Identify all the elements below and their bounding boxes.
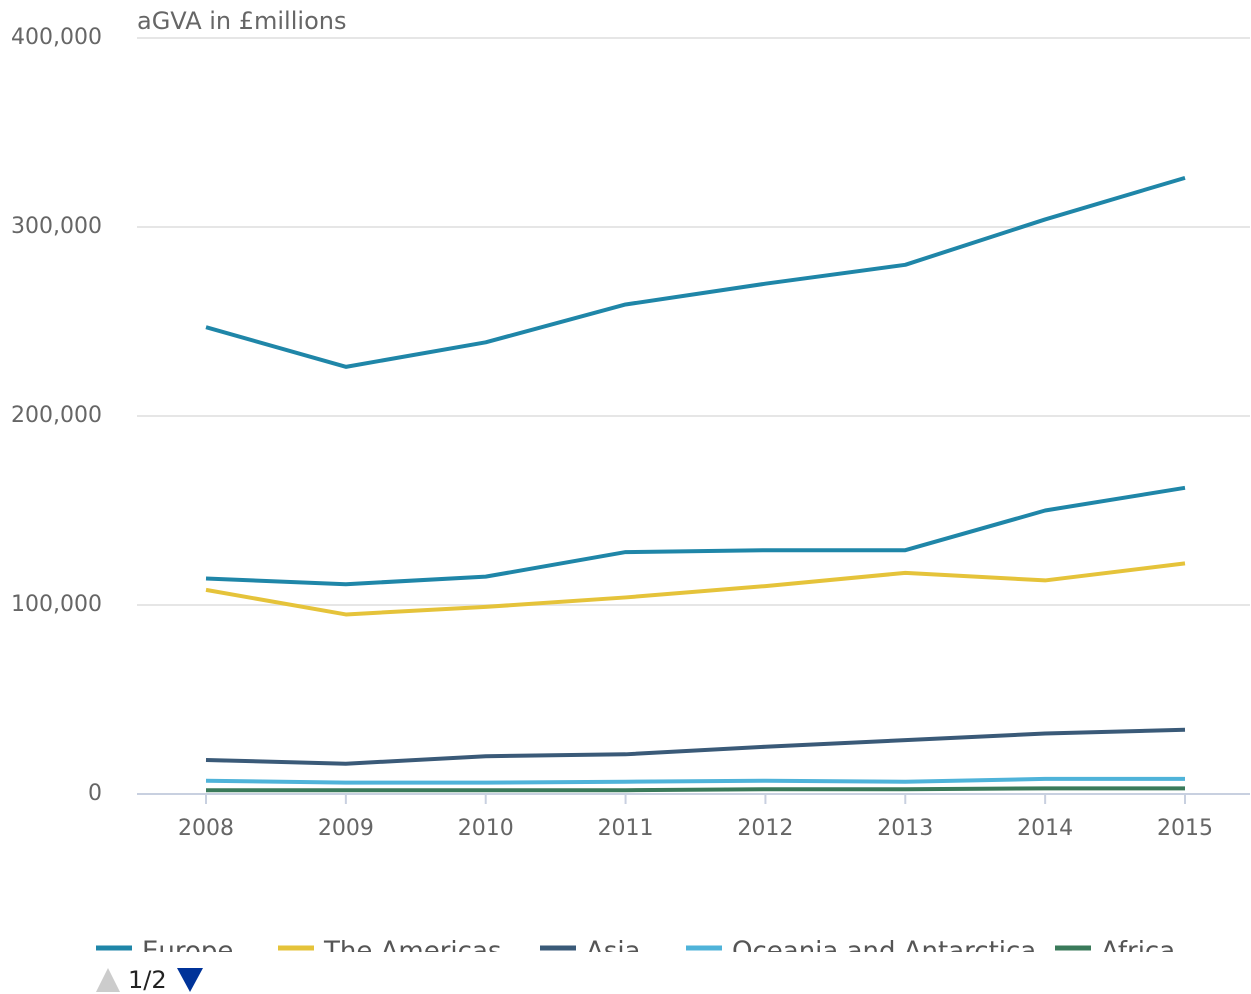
legend: Europe The Americas Asia Oceania and Antarc… [96, 937, 1175, 967]
x-tick-label: 2010 [458, 816, 514, 841]
legend-label: Oceania and Antarctica [732, 937, 1036, 967]
x-tick-label: 2008 [178, 816, 234, 841]
line [205, 175, 1186, 369]
y-tick-label: 200,000 [11, 403, 102, 428]
x-tick-label: 2009 [318, 816, 374, 841]
legend-prev[interactable] [96, 968, 120, 992]
line [205, 776, 1185, 785]
x-tick-label: 2013 [877, 816, 933, 841]
x-tick-label: 2012 [737, 816, 793, 841]
legend-label: Asia [586, 937, 641, 967]
legend-label: Africa [1101, 937, 1175, 967]
y-tick-label: 400,000 [11, 25, 102, 50]
x-tick-label: 2011 [598, 816, 654, 841]
legend-label: The Americas [323, 937, 501, 967]
y-tick-label: 300,000 [11, 214, 102, 239]
line [205, 485, 1186, 587]
legend-next[interactable] [177, 968, 203, 992]
y-tick-label: 0 [88, 781, 102, 806]
legend-page: 1/2 [128, 966, 167, 994]
line [205, 727, 1186, 766]
line [206, 786, 1185, 793]
legend-label: Europe [142, 937, 233, 967]
line [205, 561, 1186, 617]
y-tick-label: 100,000 [11, 592, 102, 617]
x-tick-label: 2015 [1157, 816, 1213, 841]
y-axis-label: aGVA in £millions [137, 7, 346, 35]
x-tick-label: 2014 [1017, 816, 1073, 841]
